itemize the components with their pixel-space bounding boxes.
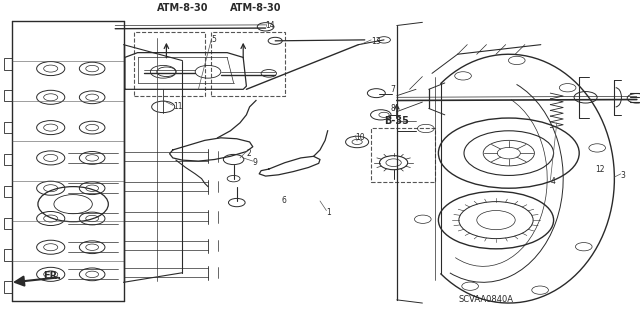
- Text: 12: 12: [595, 165, 605, 174]
- Text: FR.: FR.: [44, 271, 61, 281]
- Text: B-35: B-35: [385, 116, 409, 126]
- Text: 11: 11: [173, 102, 182, 111]
- Text: 7: 7: [390, 85, 396, 94]
- Text: 2: 2: [246, 149, 251, 158]
- Bar: [371, 128, 435, 182]
- Text: 13: 13: [371, 37, 381, 46]
- Bar: [4, 90, 12, 101]
- Text: 10: 10: [355, 133, 365, 142]
- Text: 6: 6: [282, 197, 287, 205]
- Text: 14: 14: [266, 21, 275, 30]
- Bar: [211, 32, 285, 96]
- Text: ATM-8-30: ATM-8-30: [230, 3, 282, 13]
- Bar: [4, 58, 12, 70]
- Bar: [4, 154, 12, 165]
- Text: 8: 8: [390, 104, 395, 113]
- Bar: [4, 281, 12, 293]
- Text: ATM-8-30: ATM-8-30: [157, 3, 208, 13]
- Text: 9: 9: [253, 158, 258, 167]
- Text: 1: 1: [326, 208, 331, 217]
- Bar: [4, 249, 12, 261]
- Text: SCVAA0840A: SCVAA0840A: [459, 295, 514, 304]
- Text: 5: 5: [211, 35, 216, 44]
- Text: 4: 4: [550, 177, 556, 186]
- Bar: [4, 218, 12, 229]
- Bar: [4, 186, 12, 197]
- Bar: [4, 122, 12, 133]
- Text: 3: 3: [621, 171, 626, 180]
- Bar: [134, 32, 205, 96]
